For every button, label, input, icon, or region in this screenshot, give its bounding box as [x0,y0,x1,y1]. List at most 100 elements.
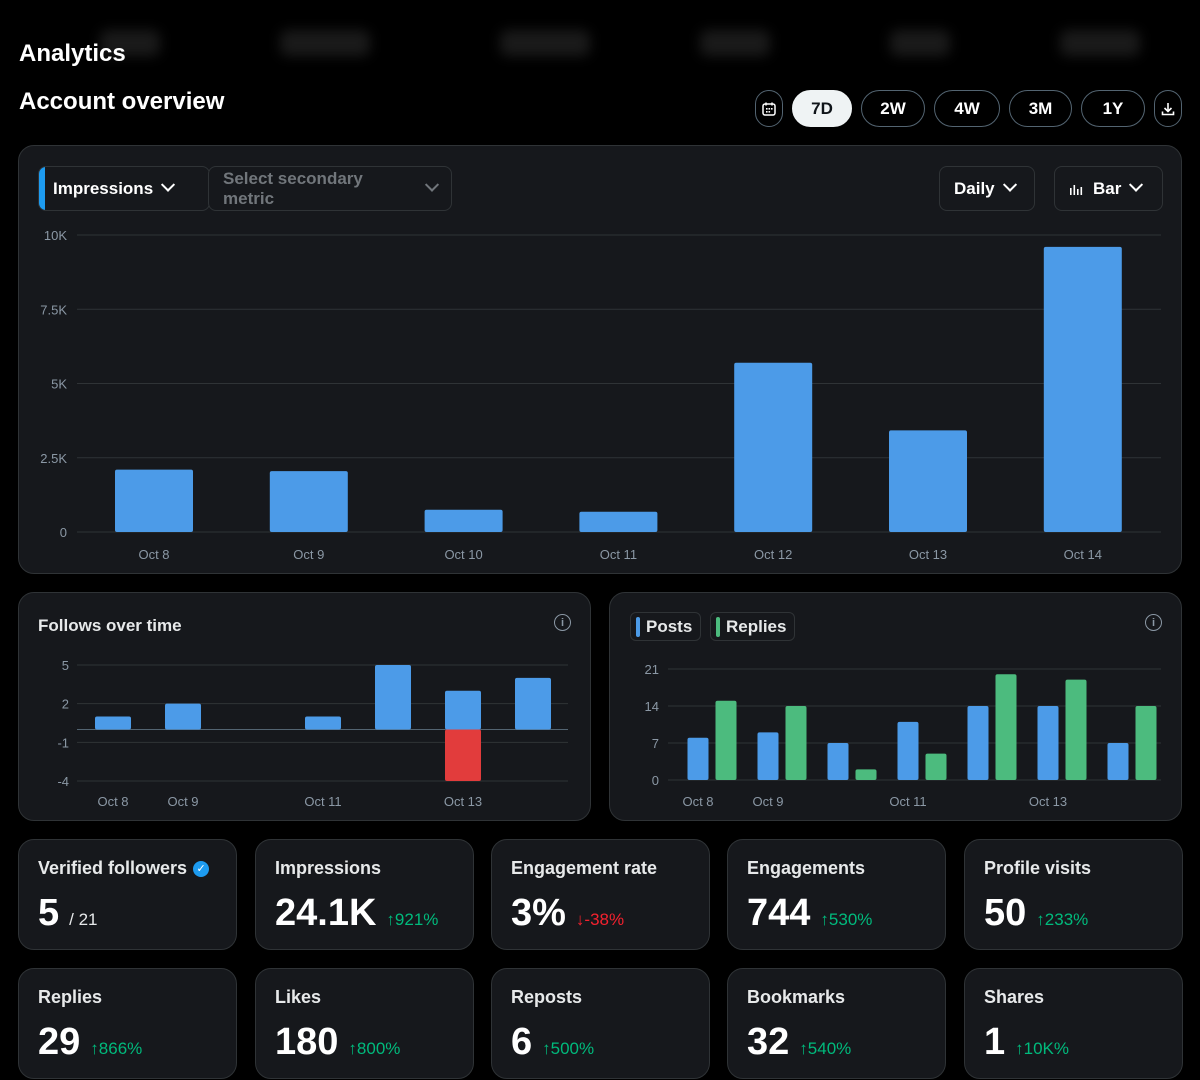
follows-bar[interactable] [515,677,551,730]
granularity-dropdown[interactable]: Daily [939,166,1035,211]
impressions-bar[interactable] [115,469,193,532]
primary-metric-dropdown[interactable]: Impressions [38,166,210,211]
stat-card-verified-followers[interactable]: Verified followers ✓ 5 / 21 [18,839,237,950]
posts-bar[interactable] [897,721,919,780]
stat-value-row: 24.1K ↑921% [275,892,438,935]
info-icon[interactable]: i [554,614,571,631]
stat-card-impressions[interactable]: Impressions 24.1K ↑921% [255,839,474,950]
follows-bar[interactable] [95,716,131,730]
posts-bar[interactable] [757,732,779,780]
posts-bar[interactable] [687,737,709,780]
stat-card-engagements[interactable]: Engagements 744 ↑530% [727,839,946,950]
stat-label-text: Verified followers [38,858,188,878]
replies-bar[interactable] [925,753,947,780]
stat-delta-up: ↑530% [820,910,873,929]
x-tick-label: Oct 8 [97,794,128,809]
x-tick-label: Oct 10 [444,547,482,562]
range-7d-button[interactable]: 7D [792,90,852,127]
replies-bar[interactable] [995,674,1017,780]
stat-value-row: 180 ↑800% [275,1021,400,1064]
replies-bar[interactable] [1065,679,1087,780]
x-tick-label: Oct 9 [293,547,324,562]
legend-posts-label: Posts [646,616,693,636]
granularity-label: Daily [954,178,995,198]
x-tick-label: Oct 13 [909,547,947,562]
stat-label-text: Likes [275,987,322,1007]
stat-card-likes[interactable]: Likes 180 ↑800% [255,968,474,1079]
stat-delta-up: ↑500% [542,1039,595,1058]
download-button[interactable] [1154,90,1182,127]
stat-label-text: Reposts [511,987,583,1007]
stat-card-engagement-rate[interactable]: Engagement rate 3% ↓-38% [491,839,710,950]
verified-badge-icon: ✓ [193,860,210,877]
replies-bar[interactable] [715,700,737,780]
x-tick-label: Oct 11 [600,547,637,562]
unfollows-bar[interactable] [445,729,481,781]
range-4w-button[interactable]: 4W [934,90,1000,127]
stat-card-profile-visits[interactable]: Profile visits 50 ↑233% [964,839,1183,950]
x-tick-label: Oct 8 [682,794,713,809]
stat-value-row: 29 ↑866% [38,1021,142,1064]
y-tick-label: -1 [57,735,69,750]
legend-replies[interactable]: Replies [710,612,796,641]
posts-bar[interactable] [827,743,849,780]
impressions-bar[interactable] [1043,246,1122,532]
info-icon[interactable]: i [1145,614,1162,631]
range-1y-button[interactable]: 1Y [1081,90,1145,127]
impressions-bar[interactable] [734,362,813,532]
stat-label: Replies [38,987,102,1008]
x-tick-label: Oct 11 [889,794,926,809]
replies-bar[interactable] [855,769,877,780]
follows-bar[interactable] [445,690,481,730]
impressions-bar[interactable] [269,471,348,532]
y-tick-label: 5K [51,377,67,392]
download-icon [1161,102,1175,115]
stat-value-row: 32 ↑540% [747,1021,851,1064]
posts-bar[interactable] [967,706,989,780]
primary-metric-label: Impressions [53,178,154,198]
x-tick-label: Oct 13 [1029,794,1067,809]
stat-label-text: Replies [38,987,103,1007]
stat-value: 1 [984,1021,1006,1063]
chart-type-dropdown[interactable]: Bar [1054,166,1163,211]
stat-label: Reposts [511,987,582,1008]
legend-posts[interactable]: Posts [630,612,702,641]
range-3m-button[interactable]: 3M [1009,90,1072,127]
range-2w-button[interactable]: 2W [861,90,925,127]
calendar-button[interactable] [755,90,783,127]
follows-bar-chart: -4 -1 2 5 Oct 8 Oct 9 Oct 11 Oct 13 [57,658,568,809]
follows-bar[interactable] [375,665,411,730]
date-range-selector: 7D 2W 4W 3M 1Y [755,90,1182,127]
impressions-bar[interactable] [889,430,967,532]
stat-value-row: 6 ↑500% [511,1021,594,1064]
x-tick-label: Oct 9 [752,794,783,809]
x-tick-label: Oct 11 [304,794,341,809]
chevron-down-icon [161,177,176,192]
stat-delta-up: ↑10K% [1015,1039,1070,1058]
replies-bar[interactable] [1135,706,1157,780]
stat-value: 29 [38,1021,81,1063]
stat-card-reposts[interactable]: Reposts 6 ↑500% [491,968,710,1079]
replies-bar[interactable] [785,706,807,780]
posts-replies-bar-chart: 0 7 14 21 Oct 8 Oct 9 Oct 11 Oct 13 [645,662,1161,809]
posts-bar[interactable] [1107,743,1129,780]
stat-label: Likes [275,987,321,1008]
stat-value-row: 1 ↑10K% [984,1021,1069,1064]
y-tick-label: -4 [57,774,69,789]
stat-card-bookmarks[interactable]: Bookmarks 32 ↑540% [727,968,946,1079]
calendar-icon [762,102,776,116]
stat-delta-up: ↑800% [348,1039,401,1058]
stat-card-replies[interactable]: Replies 29 ↑866% [18,968,237,1079]
stat-card-shares[interactable]: Shares 1 ↑10K% [964,968,1183,1079]
posts-bar[interactable] [1037,706,1059,780]
follows-bar[interactable] [165,703,201,730]
stat-sub-value: / 21 [69,910,98,929]
follows-bar[interactable] [305,716,341,730]
secondary-metric-dropdown[interactable]: Select secondary metric [208,166,452,211]
stat-label: Engagement rate [511,858,657,879]
y-tick-label: 0 [60,525,67,540]
impressions-bar[interactable] [424,509,503,532]
impressions-bar[interactable] [579,511,658,532]
blurred-top-nav [0,22,1200,82]
chevron-down-icon [1129,177,1144,192]
